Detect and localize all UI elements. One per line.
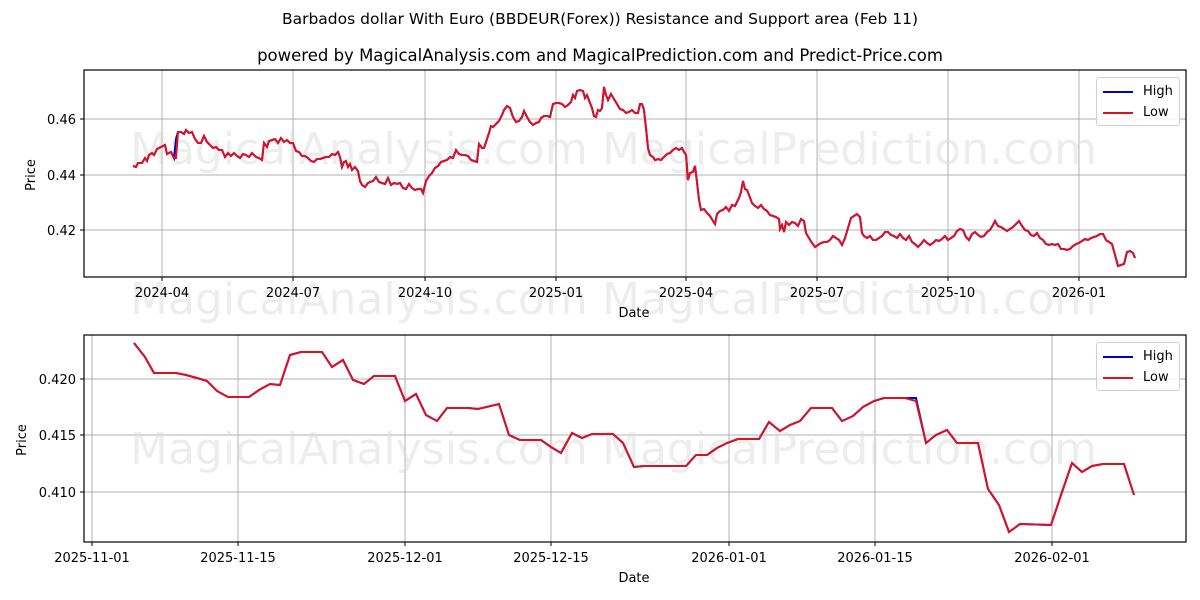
top-xtick-label: 2025-07 bbox=[790, 286, 844, 301]
legend-high-label: High bbox=[1143, 349, 1173, 364]
top-y-axis-label: Price bbox=[24, 159, 39, 191]
chart-subtitle: powered by MagicalAnalysis.com and Magic… bbox=[257, 46, 943, 65]
bottom-grid bbox=[84, 335, 1186, 542]
chart-title: Barbados dollar With Euro (BBDEUR(Forex)… bbox=[281, 10, 919, 28]
top-ytick-042: 0.42 bbox=[47, 224, 76, 239]
top-grid bbox=[84, 70, 1186, 277]
top-xtick-label: 2024-10 bbox=[398, 286, 452, 301]
watermark-magicalprediction: MagicalPrediction.com bbox=[602, 124, 1097, 175]
watermark-magicalanalysis-2: MagicalAnalysis.com bbox=[130, 274, 588, 325]
bottom-ytick-0415: 0.415 bbox=[39, 429, 76, 444]
legend-low-label: Low bbox=[1143, 370, 1169, 385]
bottom-xtick-label: 2026-02-01 bbox=[1014, 551, 1090, 566]
legend-high-label: High bbox=[1143, 84, 1173, 99]
top-axes-frame bbox=[83, 69, 1187, 278]
top-low-line bbox=[132, 86, 1136, 268]
top-ytick-046: 0.46 bbox=[47, 113, 76, 128]
legend-item-high: High bbox=[1103, 346, 1173, 367]
watermark-magicalanalysis: MagicalAnalysis.com bbox=[130, 124, 588, 175]
low-swatch-icon bbox=[1103, 111, 1133, 114]
bottom-xtick-label: 2025-12-15 bbox=[513, 551, 589, 566]
legend-item-high: High bbox=[1103, 81, 1173, 102]
low-swatch-icon bbox=[1103, 376, 1133, 379]
legend-low-label: Low bbox=[1143, 105, 1169, 120]
bottom-xtick-label: 2025-11-15 bbox=[200, 551, 276, 566]
top-xtick-label: 2025-10 bbox=[921, 286, 975, 301]
top-xtick-label: 2025-04 bbox=[659, 286, 713, 301]
top-xtick-marks bbox=[161, 277, 1080, 281]
top-xtick-label: 2025-01 bbox=[529, 286, 583, 301]
watermark-magicalprediction-3: MagicalPrediction.com bbox=[602, 424, 1097, 475]
top-ytick-marks bbox=[80, 118, 84, 231]
top-chart: MagicalAnalysis.com MagicalPrediction.co… bbox=[24, 69, 1187, 325]
bottom-y-axis-label: Price bbox=[15, 424, 30, 456]
top-xtick-label: 2024-07 bbox=[266, 286, 320, 301]
bottom-ytick-0410: 0.410 bbox=[39, 486, 76, 501]
top-x-axis-label: Date bbox=[618, 306, 649, 321]
bottom-xtick-label: 2026-01-15 bbox=[837, 551, 913, 566]
top-ytick-044: 0.44 bbox=[47, 169, 76, 184]
watermark-magicalprediction-2: MagicalPrediction.com bbox=[602, 274, 1097, 325]
legend-item-low: Low bbox=[1103, 102, 1173, 123]
bottom-ytick-marks bbox=[80, 378, 84, 493]
bottom-low-line bbox=[133, 342, 1135, 534]
legend-item-low: Low bbox=[1103, 367, 1173, 388]
bottom-ytick-0420: 0.420 bbox=[39, 373, 76, 388]
bottom-xtick-label: 2026-01-01 bbox=[691, 551, 767, 566]
top-xtick-label: 2024-04 bbox=[135, 286, 189, 301]
bottom-xtick-label: 2025-12-01 bbox=[367, 551, 443, 566]
bottom-axes-frame bbox=[83, 334, 1187, 543]
bottom-x-axis-label: Date bbox=[618, 571, 649, 586]
high-swatch-icon bbox=[1103, 355, 1133, 358]
bottom-xtick-marks bbox=[91, 542, 1053, 546]
bottom-chart: MagicalAnalysis.com MagicalPrediction.co… bbox=[15, 334, 1187, 586]
top-xtick-label: 2026-01 bbox=[1052, 286, 1106, 301]
watermark-magicalanalysis-3: MagicalAnalysis.com bbox=[130, 424, 588, 475]
top-legend: High Low bbox=[1096, 77, 1180, 126]
high-swatch-icon bbox=[1103, 90, 1133, 93]
top-high-line bbox=[132, 86, 1136, 268]
bottom-xtick-label: 2025-11-01 bbox=[54, 551, 130, 566]
bottom-legend: High Low bbox=[1096, 342, 1180, 391]
